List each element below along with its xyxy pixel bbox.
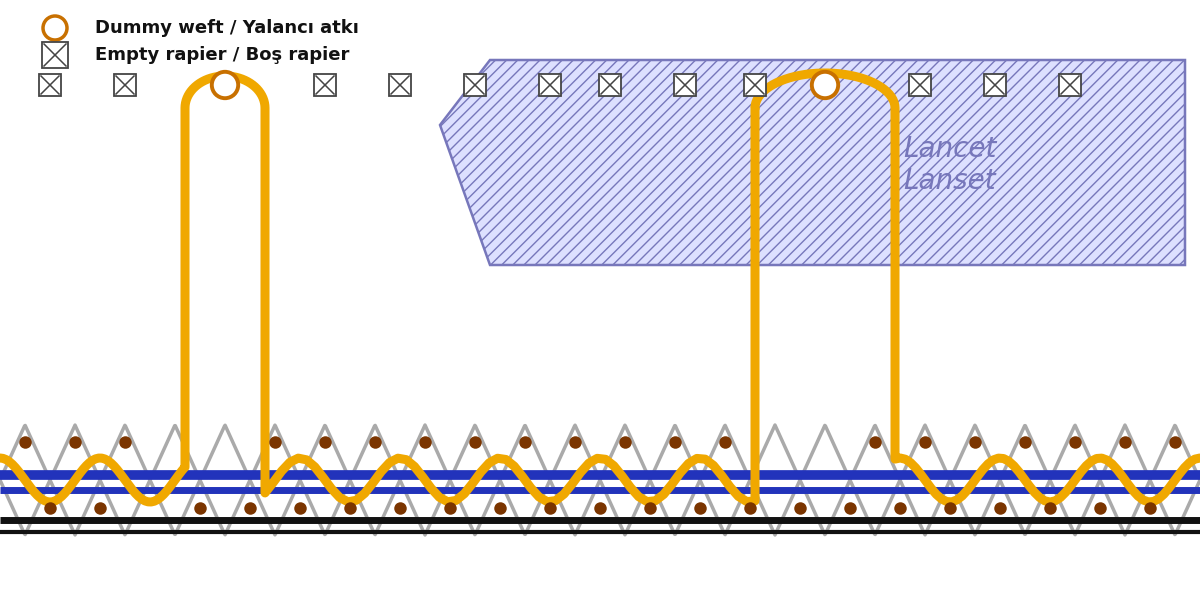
Bar: [744, 74, 766, 96]
Circle shape: [811, 72, 839, 98]
Bar: [314, 74, 336, 96]
Bar: [464, 74, 486, 96]
Bar: [910, 74, 931, 96]
Bar: [674, 74, 696, 96]
Bar: [539, 74, 562, 96]
Bar: [599, 74, 622, 96]
Bar: [38, 74, 61, 96]
Bar: [389, 74, 410, 96]
Text: Lancet
Lanset: Lancet Lanset: [904, 135, 997, 195]
Circle shape: [212, 72, 239, 98]
Text: Dummy weft / Yalancı atkı: Dummy weft / Yalancı atkı: [95, 19, 359, 37]
Text: Empty rapier / Boş rapier: Empty rapier / Boş rapier: [95, 46, 349, 64]
Bar: [1060, 74, 1081, 96]
Polygon shape: [440, 60, 1186, 265]
Bar: [42, 42, 68, 68]
Bar: [984, 74, 1006, 96]
Bar: [114, 74, 136, 96]
Circle shape: [43, 16, 67, 40]
